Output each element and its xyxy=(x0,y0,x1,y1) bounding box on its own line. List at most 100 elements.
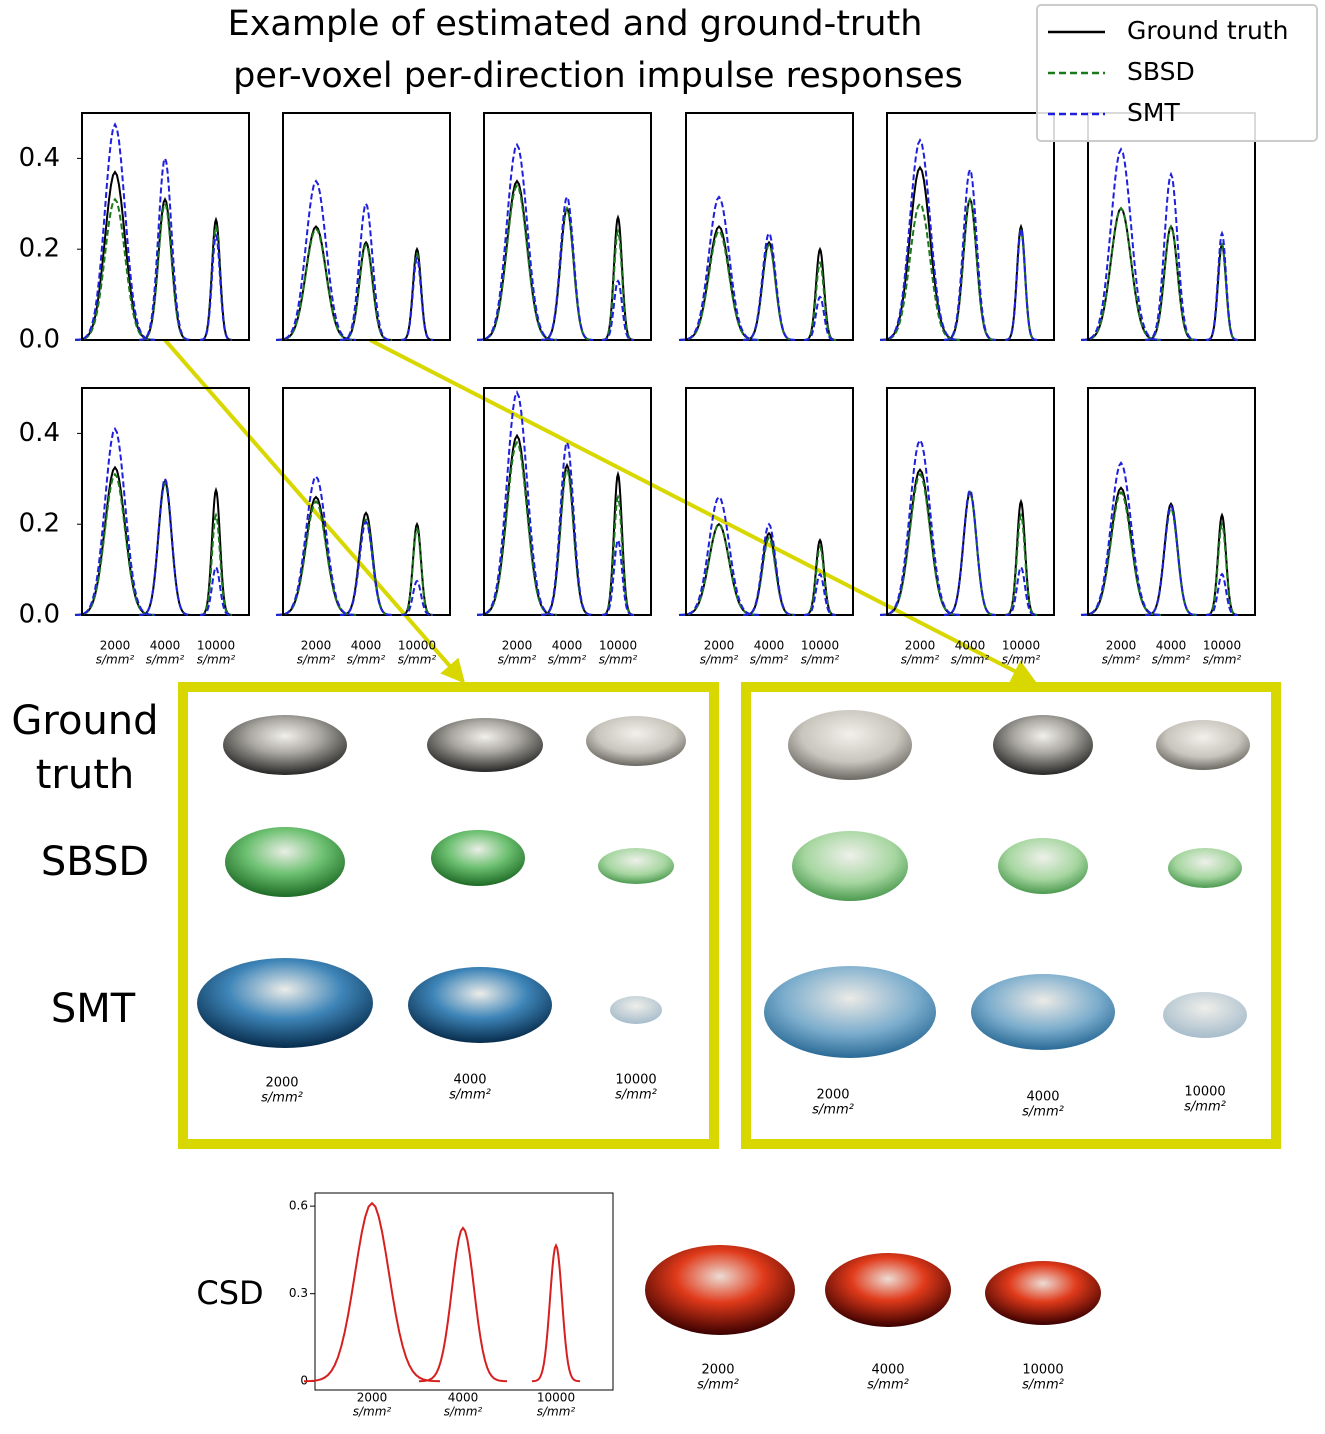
x-tick-label: 4000 xyxy=(955,639,986,653)
b-unit-label: s/mm² xyxy=(867,1378,909,1393)
line-peak xyxy=(1205,242,1239,341)
axes-frame xyxy=(685,387,854,616)
y-tick-label: 0.6 xyxy=(289,1199,308,1213)
line-peak xyxy=(1205,230,1239,341)
x-tick-label: 2000 xyxy=(301,639,332,653)
x-unit-label: s/mm² xyxy=(750,653,789,667)
ellipsoid xyxy=(645,1245,795,1335)
ellipsoid xyxy=(788,710,912,780)
line-peak xyxy=(804,295,836,341)
line-peak xyxy=(303,1201,441,1383)
highlight-box xyxy=(741,682,1281,1149)
line-peak xyxy=(199,223,233,341)
line-peak xyxy=(1080,206,1162,341)
line-peak xyxy=(541,439,593,616)
line-peak xyxy=(540,206,594,341)
line-peak xyxy=(943,490,997,616)
line-peak xyxy=(531,1243,581,1383)
line-peak xyxy=(1144,506,1198,616)
ellipsoid xyxy=(998,838,1088,894)
line-peak xyxy=(879,202,961,341)
x-unit-label: s/mm² xyxy=(537,1405,576,1419)
axes-frame xyxy=(314,1192,614,1391)
line-peak xyxy=(742,536,796,616)
x-unit-label: s/mm² xyxy=(353,1405,392,1419)
line-peak xyxy=(74,197,156,341)
legend-label: SBSD xyxy=(1127,57,1195,86)
x-unit-label: s/mm² xyxy=(398,653,437,667)
method-label: CSD xyxy=(196,1274,263,1312)
ellipsoid xyxy=(1156,720,1250,770)
line-peak xyxy=(1080,490,1162,616)
line-peak xyxy=(1004,223,1038,341)
x-unit-label: s/mm² xyxy=(146,653,185,667)
y-tick-label: 0.4 xyxy=(19,418,60,448)
legend-box xyxy=(1036,4,1318,142)
line-peak xyxy=(1005,565,1037,616)
x-unit-label: s/mm² xyxy=(1152,653,1191,667)
line-peak xyxy=(1004,512,1038,616)
line-peak xyxy=(1081,147,1161,341)
line-peak xyxy=(418,1226,508,1383)
ellipsoid xyxy=(427,718,543,772)
row-label: SMT xyxy=(50,986,136,1032)
b-unit-label: s/mm² xyxy=(615,1088,657,1103)
ellipsoid xyxy=(792,831,908,901)
b-unit-label: s/mm² xyxy=(1184,1100,1226,1115)
line-peak xyxy=(541,462,593,616)
b-unit-label: s/mm² xyxy=(449,1088,491,1103)
line-peak xyxy=(477,142,557,341)
line-peak xyxy=(276,179,356,341)
line-peak xyxy=(1144,224,1198,341)
line-peak xyxy=(804,544,836,616)
line-peak xyxy=(138,481,192,616)
line-peak xyxy=(678,495,760,616)
x-tick-label: 10000 xyxy=(398,639,436,653)
ellipsoid xyxy=(1168,848,1242,888)
ellipsoid xyxy=(985,1261,1101,1325)
line-peak xyxy=(199,512,233,616)
line-peak xyxy=(477,433,557,616)
line-peak xyxy=(75,426,155,616)
line-peak xyxy=(200,565,232,616)
line-peak xyxy=(138,476,192,616)
axes-frame xyxy=(282,112,451,341)
x-tick-label: 2000 xyxy=(357,1391,388,1405)
arrow xyxy=(369,338,1037,683)
line-peak xyxy=(742,242,796,341)
line-peak xyxy=(400,256,434,341)
x-tick-label: 2000 xyxy=(704,639,735,653)
row-label: SBSD xyxy=(40,839,150,885)
y-tick-label: 0.4 xyxy=(19,143,60,173)
line-peak xyxy=(339,520,393,616)
line-peak xyxy=(1080,206,1162,341)
line-peak xyxy=(74,465,156,616)
b-value-label: 4000 xyxy=(1026,1090,1059,1105)
x-unit-label: s/mm² xyxy=(700,653,739,667)
axes-frame xyxy=(483,387,652,616)
x-unit-label: s/mm² xyxy=(801,653,840,667)
b-value-label: 2000 xyxy=(701,1363,734,1378)
ellipsoid xyxy=(408,967,552,1043)
ellipsoid xyxy=(971,974,1115,1050)
line-peak xyxy=(400,246,434,341)
line-peak xyxy=(139,155,191,341)
axes-frame xyxy=(886,112,1055,341)
line-peak xyxy=(400,526,434,616)
line-peak xyxy=(1080,486,1162,616)
x-unit-label: s/mm² xyxy=(548,653,587,667)
line-peak xyxy=(601,228,635,341)
line-peak xyxy=(601,214,635,341)
b-value-label: 10000 xyxy=(615,1073,656,1088)
x-unit-label: s/mm² xyxy=(599,653,638,667)
b-unit-label: s/mm² xyxy=(1022,1105,1064,1120)
line-peak xyxy=(880,438,960,616)
x-tick-label: 10000 xyxy=(801,639,839,653)
ellipsoid xyxy=(825,1253,951,1327)
x-tick-label: 4000 xyxy=(448,1391,479,1405)
x-unit-label: s/mm² xyxy=(1002,653,1041,667)
y-tick-label: 0.3 xyxy=(289,1286,308,1300)
line-peak xyxy=(477,440,557,616)
line-peak xyxy=(75,170,155,341)
line-peak xyxy=(1144,501,1198,616)
